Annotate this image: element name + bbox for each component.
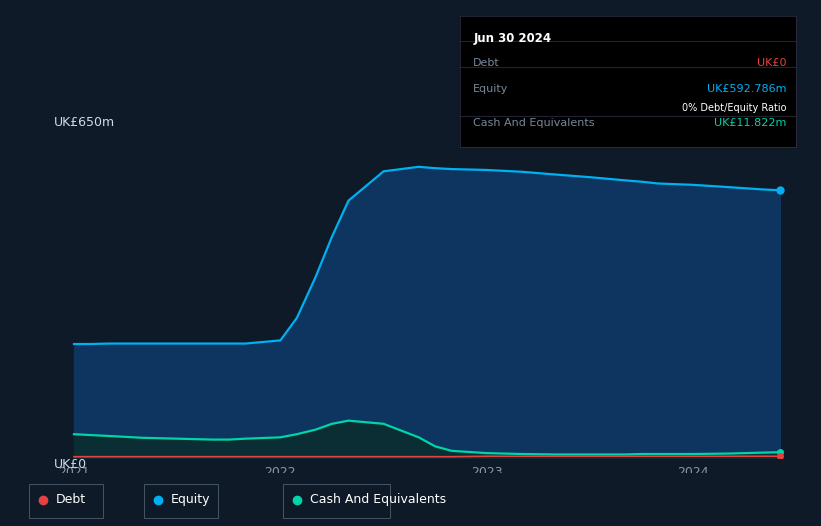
Text: UK£11.822m: UK£11.822m bbox=[714, 118, 787, 128]
Text: 0% Debt/Equity Ratio: 0% Debt/Equity Ratio bbox=[681, 103, 787, 113]
Text: UK£0: UK£0 bbox=[757, 58, 787, 68]
Text: Cash And Equivalents: Cash And Equivalents bbox=[310, 493, 447, 506]
Text: Debt: Debt bbox=[473, 58, 500, 68]
Text: Equity: Equity bbox=[473, 84, 508, 94]
Text: Cash And Equivalents: Cash And Equivalents bbox=[473, 118, 594, 128]
Text: Jun 30 2024: Jun 30 2024 bbox=[473, 32, 552, 45]
Text: UK£650m: UK£650m bbox=[54, 116, 115, 129]
Text: Debt: Debt bbox=[56, 493, 86, 506]
Text: UK£0: UK£0 bbox=[54, 458, 87, 471]
Text: Equity: Equity bbox=[171, 493, 210, 506]
Text: UK£592.786m: UK£592.786m bbox=[707, 84, 787, 94]
